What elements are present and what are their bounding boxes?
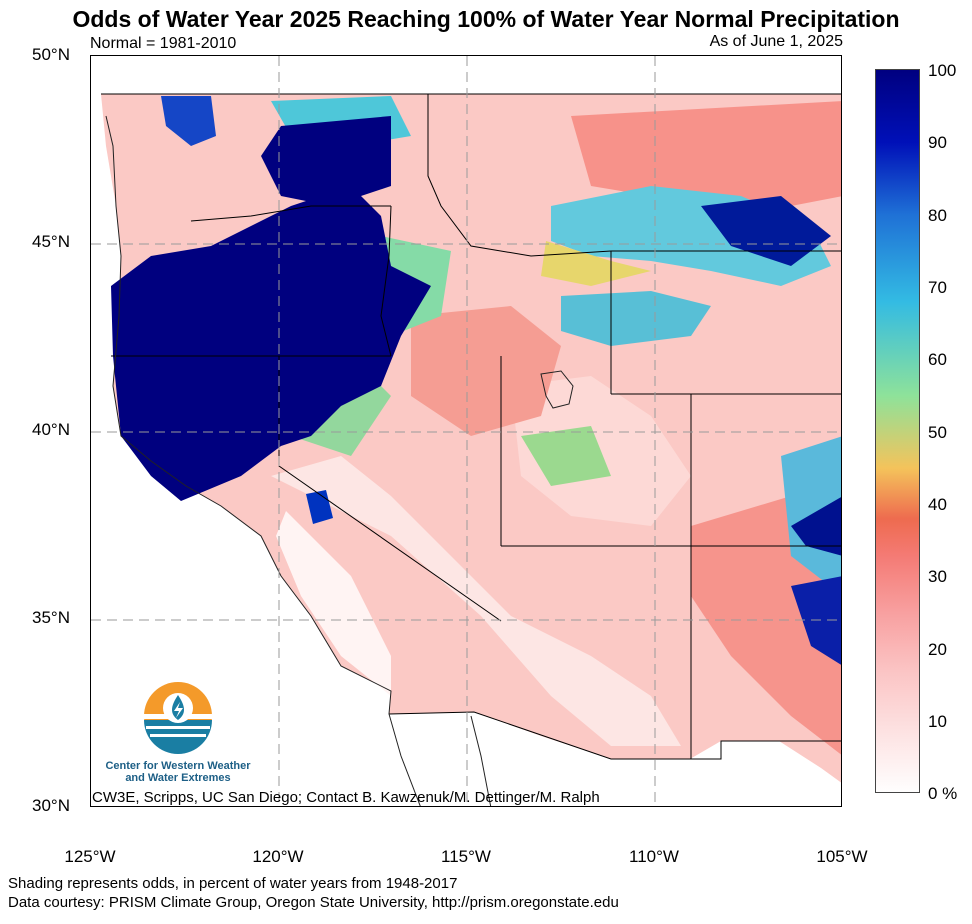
yellow-shading-montana bbox=[541, 241, 651, 286]
colorbar-label-30: 30 bbox=[928, 567, 947, 586]
colorbar-label-20: 20 bbox=[928, 640, 947, 659]
lon-label-115: 115°W bbox=[441, 847, 491, 866]
logo-org-line-1: Center for Western Weather bbox=[105, 760, 251, 772]
colorbar-label-10: 10 bbox=[928, 712, 947, 731]
mexico-border bbox=[388, 711, 841, 760]
colorbar-label-50: 50 bbox=[928, 423, 947, 442]
lon-label-105: 105°W bbox=[816, 847, 868, 866]
high-odds-new-mexico-east bbox=[791, 576, 841, 665]
baja-coast bbox=[470, 715, 492, 806]
colorbar-label-90: 90 bbox=[928, 133, 947, 152]
colorbar-label-80: 80 bbox=[928, 206, 947, 225]
lat-label-30: 30°N bbox=[32, 796, 70, 815]
lon-label-125: 125°W bbox=[64, 847, 116, 866]
great-salt-lake bbox=[540, 370, 574, 409]
colorbar-label-100: 100 bbox=[928, 61, 957, 80]
salmon-shading-east bbox=[571, 101, 841, 206]
colorbar-label-70: 70 bbox=[928, 278, 947, 297]
lat-label-35: 35°N bbox=[32, 608, 70, 627]
lon-label-110: 110°W bbox=[629, 847, 679, 866]
colorbar-label-40: 40 bbox=[928, 495, 947, 514]
cw3e-logo-mark bbox=[144, 682, 212, 754]
footnote-odds: Shading represents odds, in percent of w… bbox=[8, 875, 458, 892]
odds-shading bbox=[101, 94, 841, 783]
colorbar-gradient bbox=[876, 70, 919, 792]
high-odds-washington-coast bbox=[161, 96, 216, 146]
teal-shading-wyoming bbox=[561, 291, 711, 346]
light-shading-southwest bbox=[276, 511, 391, 696]
idaho-montana-border bbox=[427, 94, 612, 257]
lat-label-40: 40°N bbox=[32, 420, 70, 439]
as-of-date-label: As of June 1, 2025 bbox=[709, 33, 843, 50]
high-odds-pacific-northwest bbox=[111, 186, 431, 501]
cw3e-logo bbox=[96, 680, 260, 788]
map-panel bbox=[90, 55, 842, 807]
high-odds-colorado-east bbox=[791, 497, 841, 556]
colorbar bbox=[875, 69, 920, 793]
boundaries bbox=[101, 93, 841, 806]
washington-oregon-border bbox=[190, 205, 391, 222]
logo-org-line-2: and Water Extremes bbox=[125, 772, 231, 784]
coastline bbox=[105, 115, 421, 806]
cw3e-logo-text: Center for Western Weather and Water Ext… bbox=[96, 760, 260, 784]
footnote-data-source: Data courtesy: PRISM Climate Group, Oreg… bbox=[8, 894, 619, 911]
light-shading-south bbox=[271, 456, 681, 746]
high-odds-montana bbox=[701, 196, 831, 266]
credits-text: CW3E, Scripps, UC San Diego; Contact B. … bbox=[92, 789, 600, 806]
colorbar-label-60: 60 bbox=[928, 350, 947, 369]
map-title: Odds of Water Year 2025 Reaching 100% of… bbox=[72, 6, 900, 32]
normal-period-label: Normal = 1981-2010 bbox=[90, 35, 237, 52]
high-odds-washington bbox=[261, 116, 391, 206]
salmon-shading-central bbox=[411, 306, 561, 436]
green-shading-utah bbox=[521, 426, 611, 486]
lon-label-120: 120°W bbox=[252, 847, 304, 866]
lat-label-50: 50°N bbox=[32, 45, 70, 64]
lat-label-45: 45°N bbox=[32, 232, 70, 251]
precipitation-odds-map bbox=[91, 56, 841, 806]
oregon-idaho-border bbox=[380, 205, 392, 357]
colorbar-label-0: 0 % bbox=[928, 784, 958, 803]
graticule bbox=[91, 56, 841, 806]
